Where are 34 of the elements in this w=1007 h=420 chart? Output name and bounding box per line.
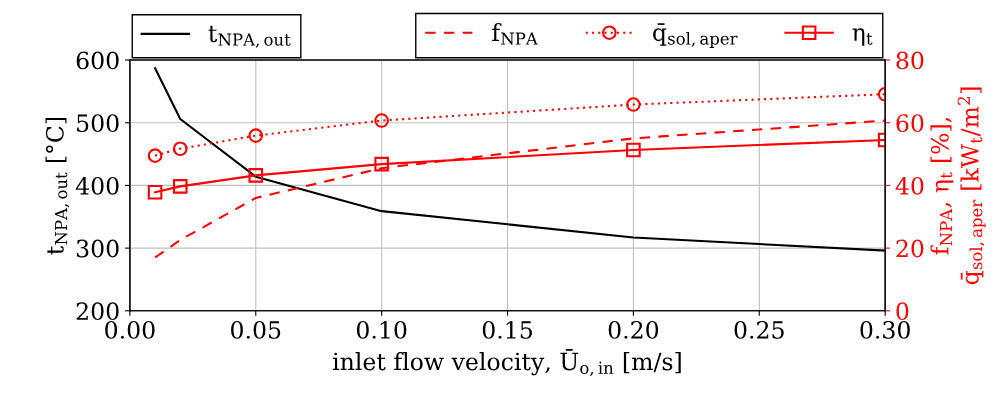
legend-label: t$_{NPA,out}$ bbox=[208, 25, 291, 48]
point bbox=[374, 113, 389, 128]
y2-tick-label: 80 bbox=[896, 51, 924, 70]
x-tick-label: 0.30 bbox=[860, 320, 910, 339]
y2-tick-label: 20 bbox=[896, 239, 924, 258]
y-tick-label: 200 bbox=[76, 302, 119, 321]
text: f$_{NPA}$, η$_{t}$ [%], q̄$_{sol,aper}$ [kW$_{t}$/m$^{2}$] bbox=[930, 87, 986, 285]
point bbox=[626, 97, 641, 112]
x-tick-label: 0.20 bbox=[608, 320, 659, 339]
point bbox=[172, 179, 188, 194]
y-tick-label: 500 bbox=[77, 114, 119, 133]
x-tick-label: 0.15 bbox=[482, 320, 532, 339]
point bbox=[172, 141, 188, 157]
x-tick-label: 0.00 bbox=[105, 320, 155, 339]
point bbox=[626, 142, 641, 158]
point bbox=[147, 185, 163, 200]
y-axis-title: t$_{NPA,out}$ [°C] bbox=[45, 117, 70, 255]
legend-label: q̄$_{sol,aper}$ bbox=[653, 23, 738, 48]
y-tick-label: 300 bbox=[76, 239, 119, 258]
point bbox=[248, 128, 264, 143]
y2-tick-label: 40 bbox=[895, 176, 924, 195]
y-tick-label: 400 bbox=[75, 176, 119, 195]
x-tick-label: 0.10 bbox=[356, 320, 407, 339]
point bbox=[374, 156, 389, 172]
legend-label: f$_{NPA}$ bbox=[492, 22, 538, 45]
x-tick-label: 0.05 bbox=[231, 320, 281, 339]
point bbox=[248, 168, 264, 183]
x-axis-title: inlet flow velocity, Ū$_{o,in}$ [m/s] bbox=[332, 348, 681, 376]
x-tick-label: 0.25 bbox=[734, 320, 784, 339]
y2-tick-label: 0 bbox=[896, 302, 909, 321]
point bbox=[147, 148, 163, 163]
y2-tick-label: 60 bbox=[896, 114, 924, 133]
legend-label: η$_{t}$ bbox=[852, 28, 873, 46]
y-tick-label: 600 bbox=[76, 51, 119, 70]
